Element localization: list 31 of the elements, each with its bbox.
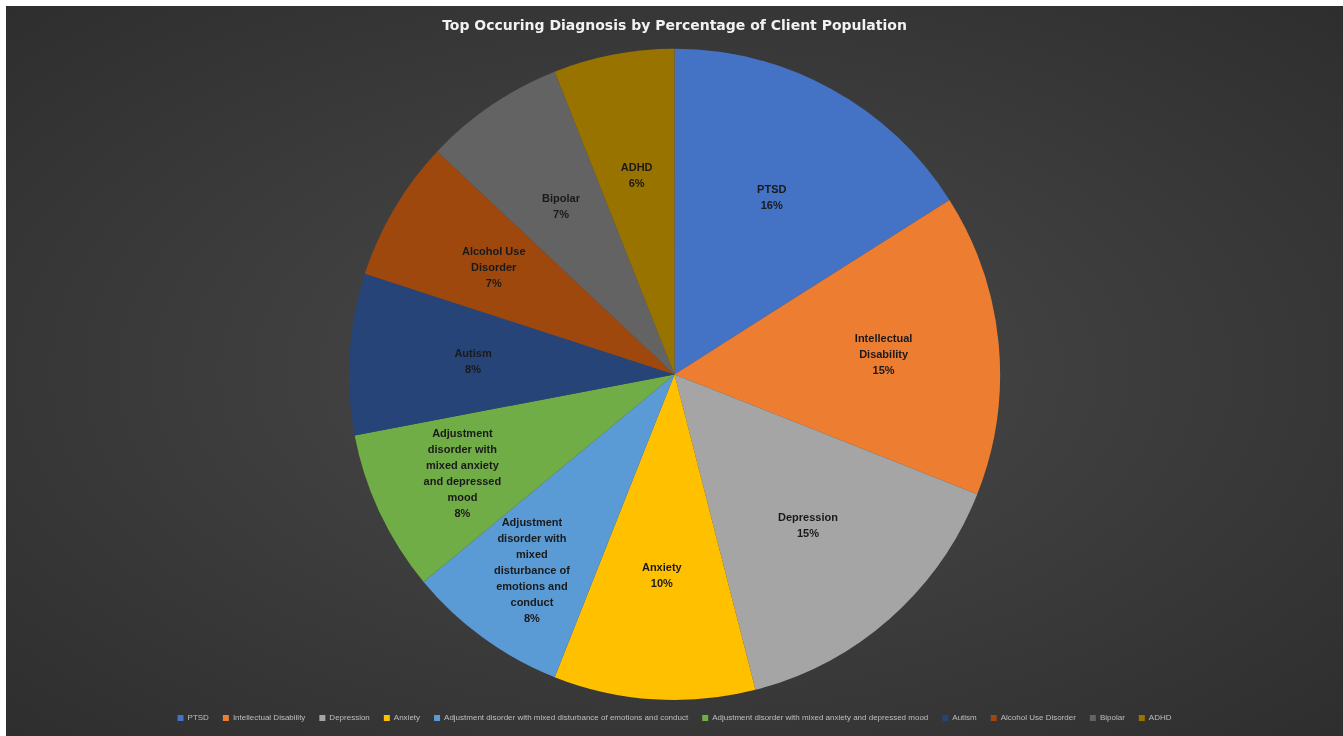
slice-label: Anxiety [641,560,683,573]
data-label: 6% [628,177,645,190]
legend-label: Bipolar [1099,713,1126,723]
legend-label: Adjustment disorder with mixed disturbance of emotions and conduct [444,713,689,723]
legend-label: PTSD [187,713,210,723]
slice-label: Intellectual Disability [854,331,913,360]
slice-label: Alcohol Use Disorder [461,244,526,273]
data-label: 10% [650,576,674,589]
legend-label: Intellectual Disability [232,713,306,723]
data-label: 16% [760,198,783,211]
slice-label: Adjustment disorder with mixed anxiety and depressed mood [423,427,502,504]
slice-label: Bipolar [542,192,581,205]
legend-label: Anxiety [393,713,421,723]
data-label: 7% [553,208,570,221]
slice-label: Depression [778,510,839,523]
data-label: 7% [485,276,502,289]
slice-label: Autism [454,346,492,359]
data-label: 8% [454,507,471,520]
legend-label: ADHD [1148,713,1172,723]
legend-label: Adjustment disorder with mixed anxiety and depressed mood [712,713,929,723]
slice-label: PTSD [757,182,787,195]
legend-label: Depression [329,713,370,723]
data-label: 8% [465,362,482,375]
data-label: 15% [872,363,895,376]
data-label: 15% [796,526,820,539]
data-label: 8% [523,611,541,624]
legend-label: Alcohol Use Disorder [1000,713,1077,723]
legend-label: Autism [952,713,978,723]
chart-title: Top Occuring Diagnosis by Percentage of Client Population [442,17,907,34]
slice-label: ADHD [620,161,653,174]
slice-label: Adjustment disorder with mixed disturbance of emotions and conduct [494,515,571,608]
